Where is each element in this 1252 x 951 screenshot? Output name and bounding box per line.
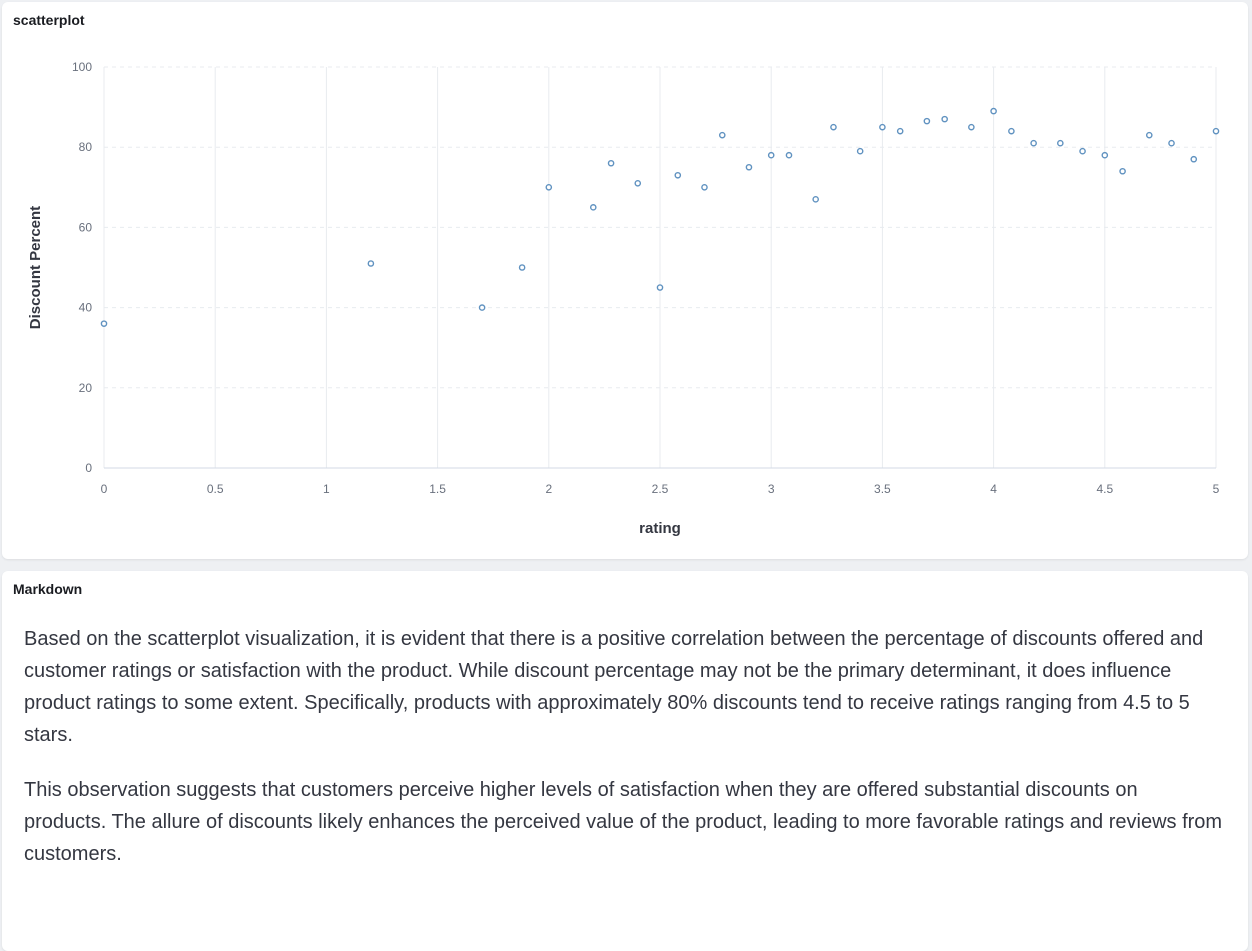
data-point [896, 127, 904, 135]
data-point [990, 107, 997, 115]
data-point [607, 159, 615, 167]
markdown-body: Based on the scatterplot visualization, … [24, 623, 1224, 893]
data-point [968, 123, 975, 131]
y-tick-label: 100 [72, 60, 92, 74]
y-axis-title: Discount Percent [27, 206, 44, 329]
data-point [545, 183, 553, 191]
data-point [478, 304, 486, 311]
data-point [634, 179, 642, 187]
markdown-paragraph: This observation suggests that customers… [24, 779, 1223, 865]
chart-panel-title: scatterplot [13, 12, 85, 28]
y-tick-label: 80 [79, 140, 93, 154]
data-point [879, 123, 886, 131]
x-tick-label: 5 [1213, 482, 1220, 496]
y-tick-label: 60 [79, 220, 93, 234]
data-point [589, 204, 597, 211]
data-point [1057, 139, 1064, 147]
x-tick-label: 3 [768, 482, 775, 496]
data-point [518, 264, 526, 271]
x-tick-label: 4.5 [1096, 482, 1113, 496]
data-point [656, 284, 664, 291]
data-point [674, 171, 682, 179]
data-point [812, 196, 819, 203]
data-point [1030, 139, 1037, 147]
data-point [767, 151, 775, 159]
markdown-panel-title: Markdown [13, 581, 83, 597]
x-tick-label: 1.5 [429, 482, 446, 496]
y-tick-label: 0 [85, 461, 92, 475]
data-point [941, 115, 948, 123]
x-axis-title: rating [639, 520, 681, 537]
data-point [100, 320, 108, 327]
data-point [367, 260, 375, 267]
scatter-chart[interactable]: 0 0.5 1 1.5 2 2.5 3 3.5 4 4.5 5 0 20 40 60 80 100 rating D… [2, 2, 1248, 559]
data-point [1079, 147, 1086, 155]
x-tick-label: 1 [323, 482, 330, 496]
x-tick-label: 2.5 [652, 482, 669, 496]
data-point [1145, 131, 1153, 139]
x-tick-label: 3.5 [874, 482, 891, 496]
chart-panel: 0 0.5 1 1.5 2 2.5 3 3.5 4 4.5 5 0 20 40 60 80 100 rating D… [2, 2, 1248, 559]
data-point [718, 131, 726, 139]
data-point [701, 183, 708, 191]
data-point [856, 147, 864, 155]
y-tick-label: 40 [79, 301, 93, 315]
data-point [1212, 127, 1220, 135]
data-point [1168, 139, 1175, 147]
data-point [745, 163, 753, 171]
x-tick-label: 0 [101, 482, 108, 496]
y-tick-label: 20 [79, 381, 93, 395]
data-point [1190, 155, 1198, 163]
x-tick-label: 0.5 [207, 482, 224, 496]
data-point [1119, 167, 1126, 175]
data-point [1101, 151, 1109, 159]
data-point [923, 117, 931, 125]
data-point [830, 123, 837, 131]
data-point [785, 151, 793, 159]
markdown-panel: Markdown Based on the scatterplot visual… [2, 571, 1248, 951]
x-tick-label: 4 [990, 482, 997, 496]
x-tick-label: 2 [545, 482, 552, 496]
data-point [1008, 127, 1015, 135]
markdown-paragraph: Based on the scatterplot visualization, … [24, 628, 1204, 746]
